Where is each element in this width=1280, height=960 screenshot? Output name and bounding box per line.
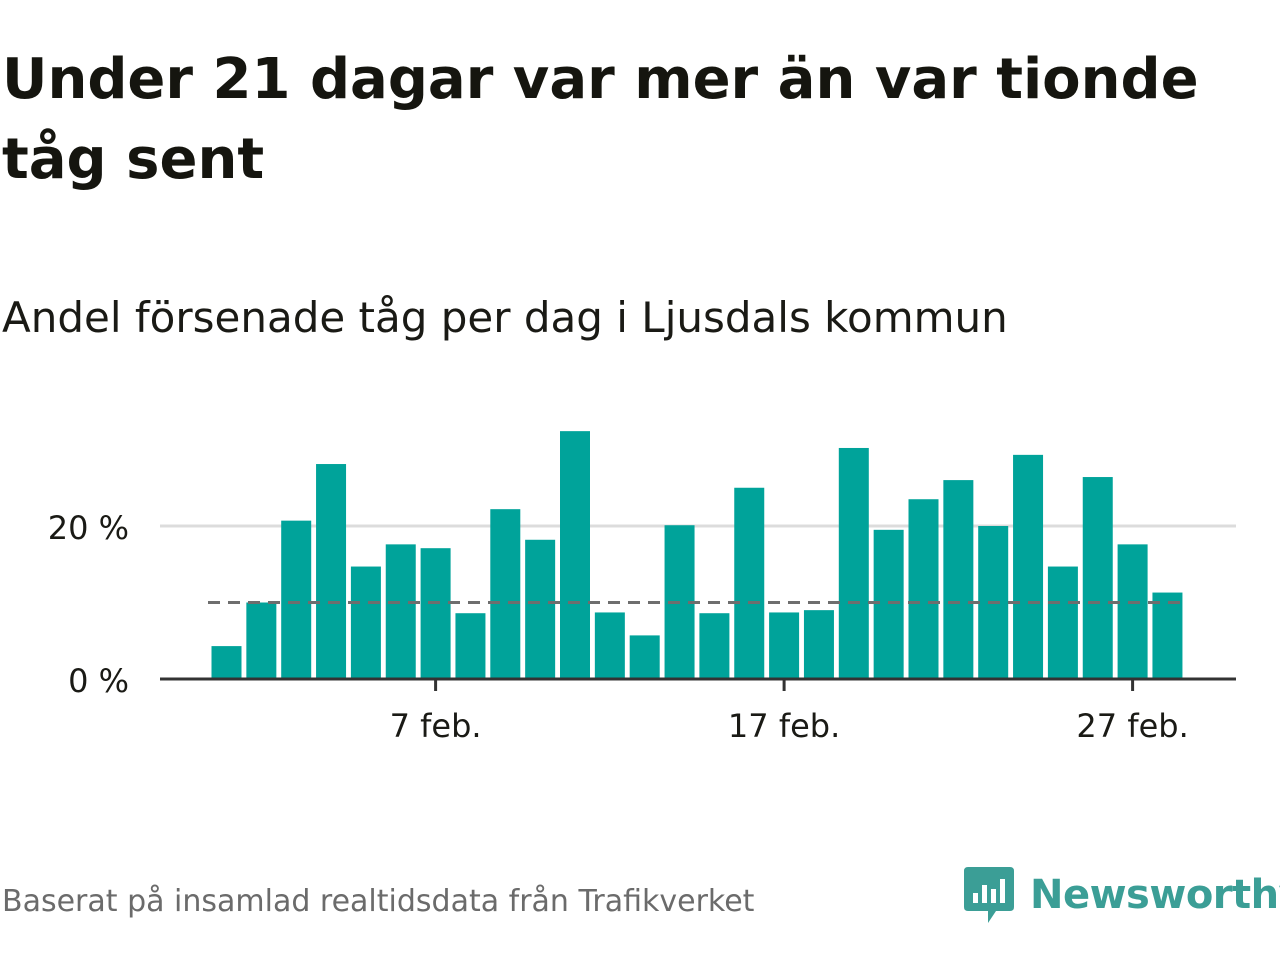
tick-labels: 0 % 20 % 7 feb. 17 feb. 27 feb.	[48, 509, 1189, 745]
chart-title: Under 21 dagar var mer än var tionde tåg…	[2, 47, 1199, 192]
x-tick-label: 17 feb.	[728, 707, 840, 745]
bar	[211, 646, 242, 679]
bar-chart: 0 % 20 % 7 feb. 17 feb. 27 feb.	[48, 431, 1236, 745]
bar	[629, 635, 660, 679]
bar	[943, 480, 974, 679]
chart-subtitle: Andel försenade tåg per dag i Ljusdals k…	[2, 293, 1008, 342]
bar	[1117, 544, 1148, 679]
bar	[490, 509, 521, 679]
bar	[734, 487, 765, 679]
y-tick-label: 20 %	[48, 509, 129, 547]
bar	[838, 447, 869, 679]
newsworthy-logo-icon	[964, 867, 1014, 923]
x-tick-label: 7 feb.	[390, 707, 482, 745]
bars	[211, 431, 1183, 679]
source-note: Baserat på insamlad realtidsdata från Tr…	[2, 884, 755, 919]
bar	[385, 544, 416, 679]
bar	[350, 566, 381, 679]
bar	[525, 539, 556, 679]
bar	[316, 464, 347, 679]
bar	[1082, 477, 1113, 679]
x-axis	[160, 677, 1236, 691]
newsworthy-logo-text: Newsworthy	[1030, 872, 1280, 918]
bar	[455, 613, 486, 679]
bar	[873, 529, 904, 679]
bar	[803, 610, 834, 679]
bar	[769, 612, 800, 679]
y-tick-label: 0 %	[68, 662, 129, 700]
bar	[560, 431, 590, 679]
bar	[1152, 592, 1183, 679]
bar	[594, 612, 625, 679]
bar	[908, 499, 939, 679]
bar	[246, 602, 277, 679]
bar	[1013, 454, 1044, 679]
bar	[699, 613, 730, 679]
bar	[1047, 566, 1078, 679]
bar	[281, 520, 312, 679]
newsworthy-logo: Newsworthy	[962, 862, 1280, 928]
x-tick-label: 27 feb.	[1076, 707, 1188, 745]
bar	[420, 548, 451, 679]
